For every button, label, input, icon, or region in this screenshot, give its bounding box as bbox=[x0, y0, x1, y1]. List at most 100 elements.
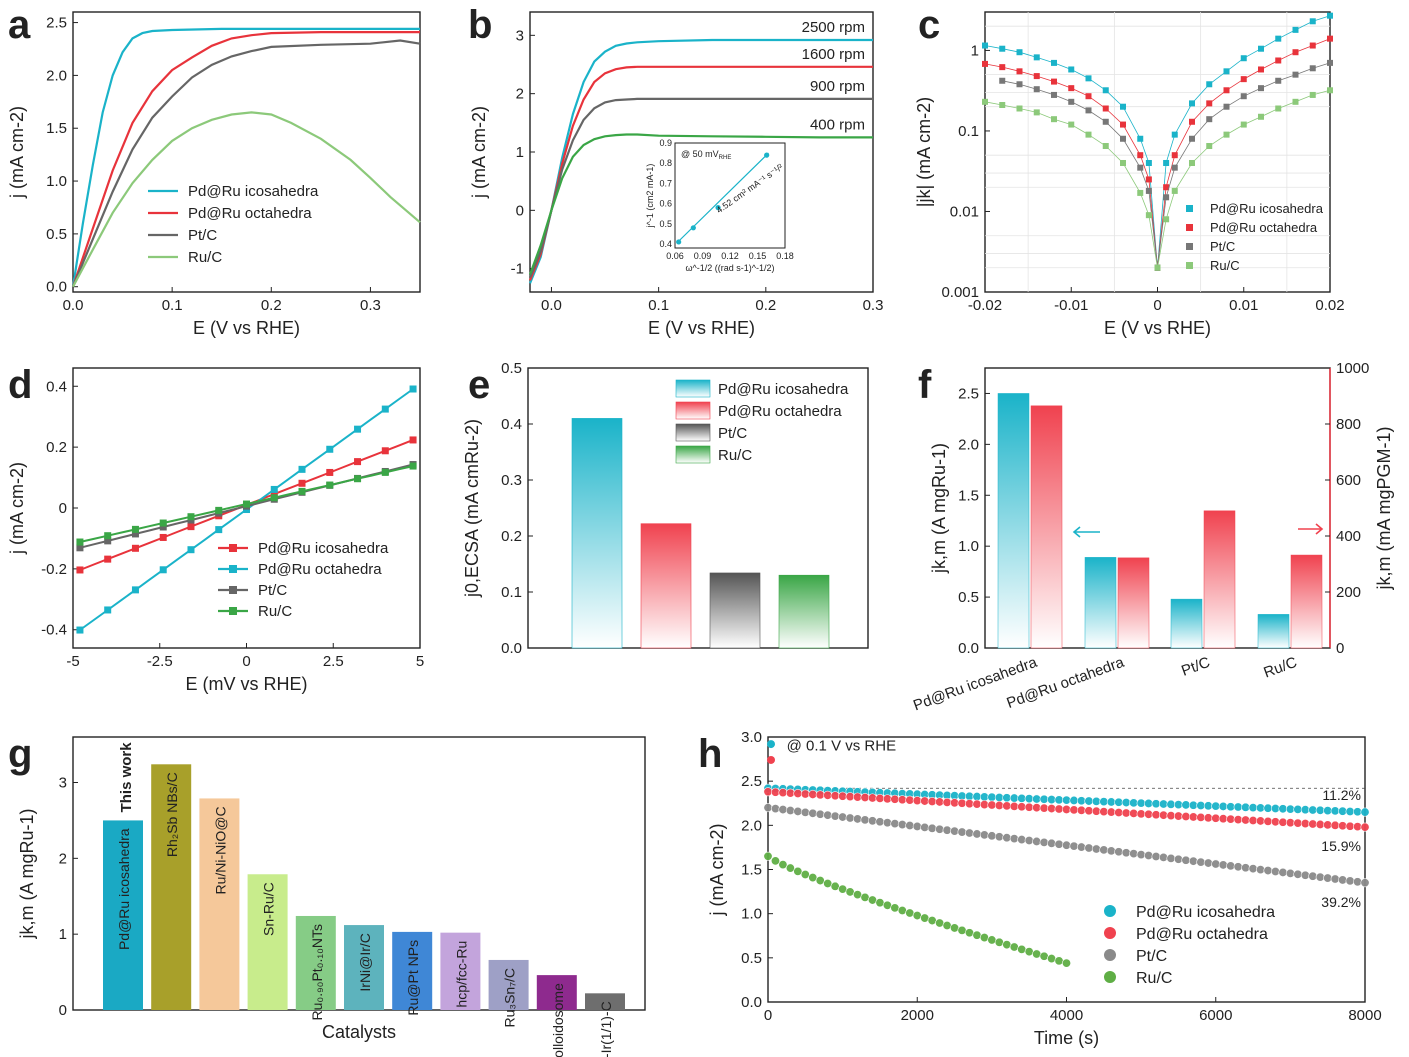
y-tick-label-c: 0.001 bbox=[941, 284, 979, 301]
data-point-c bbox=[1137, 152, 1144, 159]
y-axis-label-f: jk,m (A mgRu-1) bbox=[929, 443, 949, 574]
x-tick-label-d: -5 bbox=[66, 653, 79, 670]
legend-e-label: Pd@Ru octahedra bbox=[718, 403, 842, 420]
data-point-h bbox=[845, 792, 855, 802]
data-point-h bbox=[1173, 854, 1183, 864]
data-point-h bbox=[838, 791, 848, 801]
data-point-c bbox=[1171, 152, 1178, 159]
data-point-c bbox=[1033, 54, 1040, 61]
data-point-c bbox=[1068, 98, 1075, 105]
data-point-h bbox=[1345, 876, 1355, 886]
inset-y-tick-label: 0.9 bbox=[659, 138, 672, 148]
data-point-c bbox=[1223, 103, 1230, 110]
data-point-d bbox=[76, 626, 84, 634]
data-point-h bbox=[935, 918, 945, 928]
data-point-h bbox=[1181, 800, 1191, 810]
y-tick-label-d: 0.2 bbox=[46, 439, 67, 456]
data-point-h bbox=[1263, 803, 1273, 813]
data-point-h bbox=[770, 787, 780, 797]
data-point-d bbox=[215, 526, 223, 534]
bar-f-left bbox=[1084, 557, 1117, 649]
data-point-c bbox=[1258, 113, 1264, 120]
y-tick-label-a: 1.0 bbox=[46, 173, 67, 190]
data-point-h bbox=[1121, 848, 1131, 858]
data-point-h bbox=[994, 937, 1004, 947]
bar-g bbox=[392, 931, 433, 1010]
x-tick-label-h: 2000 bbox=[901, 1007, 934, 1024]
data-point-d bbox=[270, 494, 278, 502]
y-tick-label-h: 0.0 bbox=[741, 994, 762, 1011]
y-tick-label-e: 0.3 bbox=[501, 472, 522, 489]
bar-label-g: Ru@Pt NPs bbox=[405, 940, 421, 1016]
legend-h-label: Ru/C bbox=[1136, 970, 1172, 987]
data-point-h bbox=[1084, 806, 1094, 816]
data-point-h bbox=[1024, 794, 1034, 804]
y-tick-label-b: 3 bbox=[516, 27, 524, 44]
data-point-d bbox=[381, 468, 389, 476]
data-point-h bbox=[1323, 873, 1333, 883]
data-point-c bbox=[999, 77, 1006, 84]
data-point-c bbox=[1016, 68, 1023, 75]
drop-label-h: 11.2% bbox=[1322, 787, 1361, 803]
data-point-h bbox=[1091, 806, 1101, 816]
y-axis-label-c: |jk| (mA cm-2) bbox=[914, 97, 934, 207]
data-point-c bbox=[1145, 187, 1152, 194]
series-line-c bbox=[1002, 62, 1331, 268]
bar-f-left bbox=[1257, 614, 1290, 649]
series-line-b bbox=[528, 133, 873, 275]
y-tick-label-e: 0.4 bbox=[501, 416, 522, 433]
y-tick-label-f: 1.5 bbox=[958, 487, 979, 504]
data-point-h bbox=[920, 913, 930, 923]
data-point-h bbox=[1360, 878, 1370, 888]
data-point-c bbox=[1051, 91, 1057, 98]
legend-d-1-label: Pd@Ru octahedra bbox=[258, 561, 382, 578]
data-point-d bbox=[409, 462, 417, 470]
data-point-h bbox=[1159, 810, 1169, 820]
annotation-h: @ 0.1 V vs RHE bbox=[787, 737, 896, 754]
data-point-h bbox=[1166, 799, 1176, 809]
x-axis-label-a: E (V vs RHE) bbox=[193, 318, 300, 338]
data-point-h bbox=[1270, 817, 1280, 827]
y-tick-label-f: 2.5 bbox=[958, 385, 979, 402]
series-line-a bbox=[71, 27, 420, 287]
bar-g bbox=[247, 874, 288, 1010]
data-point-h bbox=[1114, 808, 1124, 818]
data-point-c bbox=[1292, 49, 1299, 56]
data-point-c bbox=[1154, 264, 1161, 271]
data-point-h bbox=[1241, 815, 1251, 825]
data-point-h bbox=[890, 903, 900, 913]
data-point-c bbox=[1258, 45, 1264, 52]
data-point-h bbox=[1151, 799, 1161, 809]
data-point-h bbox=[942, 825, 952, 835]
y-tick-label-d: 0 bbox=[59, 500, 67, 517]
data-point-h bbox=[860, 892, 870, 902]
y-tick-label-h: 1.5 bbox=[741, 862, 762, 879]
inset-y-tick-label: 0.4 bbox=[659, 239, 672, 249]
data-point-h bbox=[1106, 846, 1116, 856]
data-point-h bbox=[1248, 864, 1258, 874]
data-point-h bbox=[1054, 804, 1064, 814]
data-point-h bbox=[957, 798, 967, 808]
x-axis-label-b: E (V vs RHE) bbox=[648, 318, 755, 338]
data-point-h bbox=[1330, 874, 1340, 884]
data-point-h bbox=[1062, 840, 1072, 850]
y-tick-label-f: 0.5 bbox=[958, 589, 979, 606]
data-point-c bbox=[1145, 176, 1152, 183]
data-point-h bbox=[830, 791, 840, 801]
right-axis-arrow-f bbox=[1298, 523, 1324, 535]
data-point-h bbox=[853, 890, 863, 900]
data-point-h bbox=[1278, 804, 1288, 814]
y-tick-label-h: 2.5 bbox=[741, 773, 762, 790]
data-point-h bbox=[1009, 942, 1019, 952]
data-point-c bbox=[1163, 194, 1170, 201]
data-point-h bbox=[1241, 863, 1251, 873]
data-point-h bbox=[882, 794, 892, 804]
inset-x-tick-label: 0.18 bbox=[776, 251, 794, 261]
data-point-d bbox=[104, 606, 112, 614]
series-line-a bbox=[72, 111, 421, 288]
inset-y-tick-label: 0.7 bbox=[659, 178, 672, 188]
legend-c-label: Pd@Ru octahedra bbox=[1210, 220, 1318, 235]
data-point-c bbox=[1309, 65, 1316, 72]
legend-c-marker bbox=[1186, 224, 1193, 231]
y-tick-label-right-f: 800 bbox=[1336, 416, 1361, 433]
